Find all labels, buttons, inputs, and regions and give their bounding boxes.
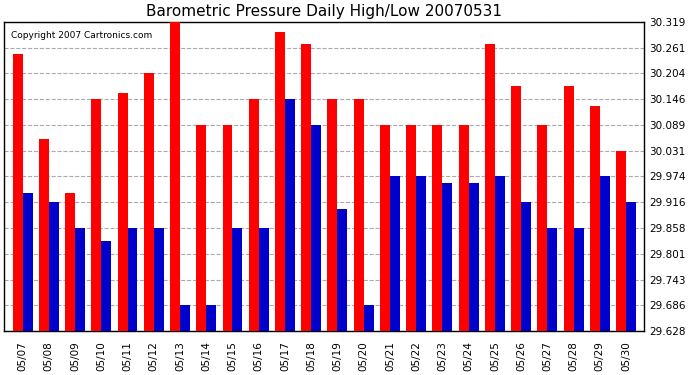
- Bar: [485, 44, 495, 331]
- Bar: [521, 202, 531, 331]
- Title: Barometric Pressure Daily High/Low 20070531: Barometric Pressure Daily High/Low 20070…: [146, 4, 502, 19]
- Bar: [538, 125, 547, 331]
- Bar: [511, 86, 521, 331]
- Bar: [39, 139, 49, 331]
- Bar: [180, 305, 190, 331]
- Bar: [233, 228, 242, 331]
- Bar: [128, 228, 137, 331]
- Bar: [547, 228, 558, 331]
- Bar: [49, 202, 59, 331]
- Bar: [65, 193, 75, 331]
- Bar: [328, 99, 337, 331]
- Bar: [354, 99, 364, 331]
- Text: Copyright 2007 Cartronics.com: Copyright 2007 Cartronics.com: [10, 31, 152, 40]
- Bar: [442, 183, 453, 331]
- Bar: [259, 228, 268, 331]
- Bar: [626, 202, 636, 331]
- Bar: [590, 106, 600, 331]
- Bar: [117, 93, 128, 331]
- Bar: [433, 125, 442, 331]
- Bar: [380, 125, 390, 331]
- Bar: [616, 151, 626, 331]
- Bar: [154, 228, 164, 331]
- Bar: [364, 305, 374, 331]
- Bar: [311, 125, 321, 331]
- Bar: [222, 125, 233, 331]
- Bar: [196, 125, 206, 331]
- Bar: [144, 73, 154, 331]
- Bar: [600, 176, 610, 331]
- Bar: [275, 32, 285, 331]
- Bar: [390, 176, 400, 331]
- Bar: [495, 176, 505, 331]
- Bar: [406, 125, 416, 331]
- Bar: [170, 22, 180, 331]
- Bar: [564, 86, 573, 331]
- Bar: [337, 209, 347, 331]
- Bar: [101, 241, 111, 331]
- Bar: [75, 228, 85, 331]
- Bar: [285, 99, 295, 331]
- Bar: [416, 176, 426, 331]
- Bar: [573, 228, 584, 331]
- Bar: [459, 125, 469, 331]
- Bar: [91, 99, 101, 331]
- Bar: [12, 54, 23, 331]
- Bar: [302, 44, 311, 331]
- Bar: [206, 305, 216, 331]
- Bar: [23, 193, 32, 331]
- Bar: [248, 99, 259, 331]
- Bar: [469, 183, 479, 331]
